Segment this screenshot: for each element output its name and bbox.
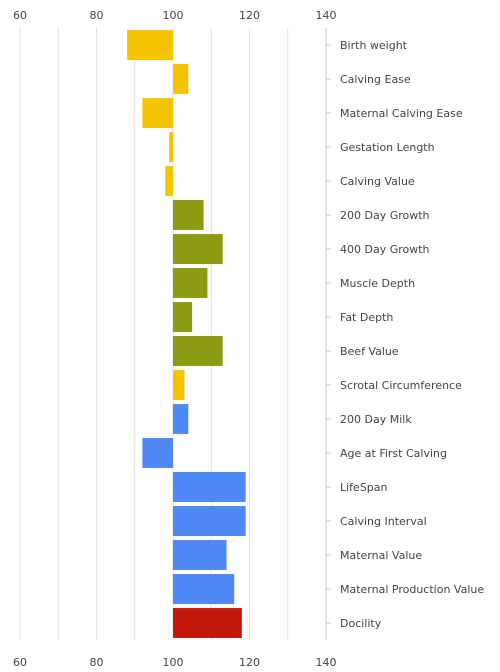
category-label-calving-interval: Calving Interval bbox=[340, 515, 427, 528]
bottom-axis-tick-labels: 60 80 100 120 140 bbox=[13, 656, 337, 669]
category-label-lifespan: LifeSpan bbox=[340, 481, 388, 494]
bar-calving-interval bbox=[173, 506, 246, 536]
bar-400-day-growth bbox=[173, 234, 223, 264]
bar-calving-value bbox=[165, 166, 173, 196]
category-label-calving-ease: Calving Ease bbox=[340, 73, 411, 86]
bar-docility bbox=[173, 608, 242, 638]
bar-gestation-length bbox=[169, 132, 173, 162]
bottom-tick-label-80: 80 bbox=[90, 656, 104, 669]
bar-maternal-calving-ease bbox=[142, 98, 173, 128]
bar-maternal-value bbox=[173, 540, 227, 570]
bar-age-at-first-calving bbox=[142, 438, 173, 468]
bar-200-day-milk bbox=[173, 404, 189, 434]
category-labels: Birth weight Calving Ease Maternal Calving… bbox=[326, 39, 484, 630]
bar-muscle-depth bbox=[173, 268, 208, 298]
bar-calving-ease bbox=[173, 64, 189, 94]
bottom-tick-label-120: 120 bbox=[239, 656, 260, 669]
top-tick-label-120: 120 bbox=[239, 9, 260, 22]
top-tick-label-60: 60 bbox=[13, 9, 27, 22]
category-label-fat-depth: Fat Depth bbox=[340, 311, 393, 324]
bottom-tick-label-100: 100 bbox=[163, 656, 184, 669]
category-label-maternal-calving-ease: Maternal Calving Ease bbox=[340, 107, 463, 120]
category-label-200-day-growth: 200 Day Growth bbox=[340, 209, 430, 222]
category-label-age-at-first-calving: Age at First Calving bbox=[340, 447, 447, 460]
bars bbox=[127, 30, 246, 638]
top-tick-label-80: 80 bbox=[90, 9, 104, 22]
top-tick-label-140: 140 bbox=[316, 9, 337, 22]
category-label-beef-value: Beef Value bbox=[340, 345, 399, 358]
top-tick-label-100: 100 bbox=[163, 9, 184, 22]
category-label-200-day-milk: 200 Day Milk bbox=[340, 413, 412, 426]
bar-birth-weight bbox=[127, 30, 173, 60]
category-label-calving-value: Calving Value bbox=[340, 175, 415, 188]
category-label-400-day-growth: 400 Day Growth bbox=[340, 243, 430, 256]
category-label-docility: Docility bbox=[340, 617, 382, 630]
bar-beef-value bbox=[173, 336, 223, 366]
bar-lifespan bbox=[173, 472, 246, 502]
category-label-maternal-production-value: Maternal Production Value bbox=[340, 583, 484, 596]
category-label-birth-weight: Birth weight bbox=[340, 39, 408, 52]
category-label-maternal-value: Maternal Value bbox=[340, 549, 422, 562]
bar-scrotal-circumference bbox=[173, 370, 185, 400]
bar-200-day-growth bbox=[173, 200, 204, 230]
bar-maternal-production-value bbox=[173, 574, 235, 604]
bottom-tick-label-60: 60 bbox=[13, 656, 27, 669]
category-label-scrotal-circumference: Scrotal Circumference bbox=[340, 379, 462, 392]
top-axis-tick-labels: 60 80 100 120 140 bbox=[13, 9, 337, 22]
bottom-tick-label-140: 140 bbox=[316, 656, 337, 669]
category-label-muscle-depth: Muscle Depth bbox=[340, 277, 415, 290]
category-label-gestation-length: Gestation Length bbox=[340, 141, 435, 154]
bar-fat-depth bbox=[173, 302, 193, 332]
